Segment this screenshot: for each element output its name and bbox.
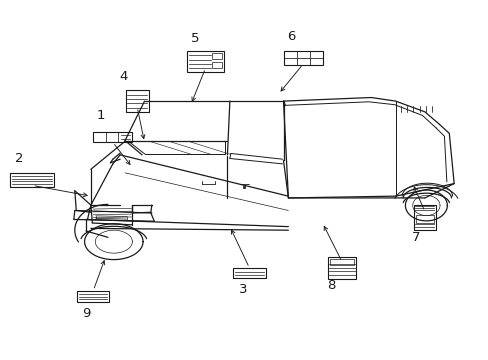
FancyBboxPatch shape <box>187 51 224 72</box>
FancyBboxPatch shape <box>125 90 149 112</box>
FancyBboxPatch shape <box>212 53 221 59</box>
Text: 3: 3 <box>239 283 247 296</box>
Text: 1: 1 <box>96 109 105 122</box>
Text: 8: 8 <box>326 279 335 292</box>
FancyBboxPatch shape <box>232 268 265 278</box>
Text: 9: 9 <box>81 307 90 320</box>
Text: 6: 6 <box>286 30 295 43</box>
FancyBboxPatch shape <box>413 206 435 230</box>
FancyBboxPatch shape <box>212 62 221 68</box>
FancyBboxPatch shape <box>327 257 355 279</box>
Text: 4: 4 <box>120 69 128 82</box>
FancyBboxPatch shape <box>283 51 322 65</box>
FancyBboxPatch shape <box>93 132 132 142</box>
FancyBboxPatch shape <box>77 291 109 302</box>
Text: 2: 2 <box>15 152 23 165</box>
Text: 7: 7 <box>411 231 420 244</box>
FancyBboxPatch shape <box>330 259 353 265</box>
FancyBboxPatch shape <box>10 173 54 187</box>
Text: 5: 5 <box>190 32 199 45</box>
FancyBboxPatch shape <box>415 215 433 222</box>
